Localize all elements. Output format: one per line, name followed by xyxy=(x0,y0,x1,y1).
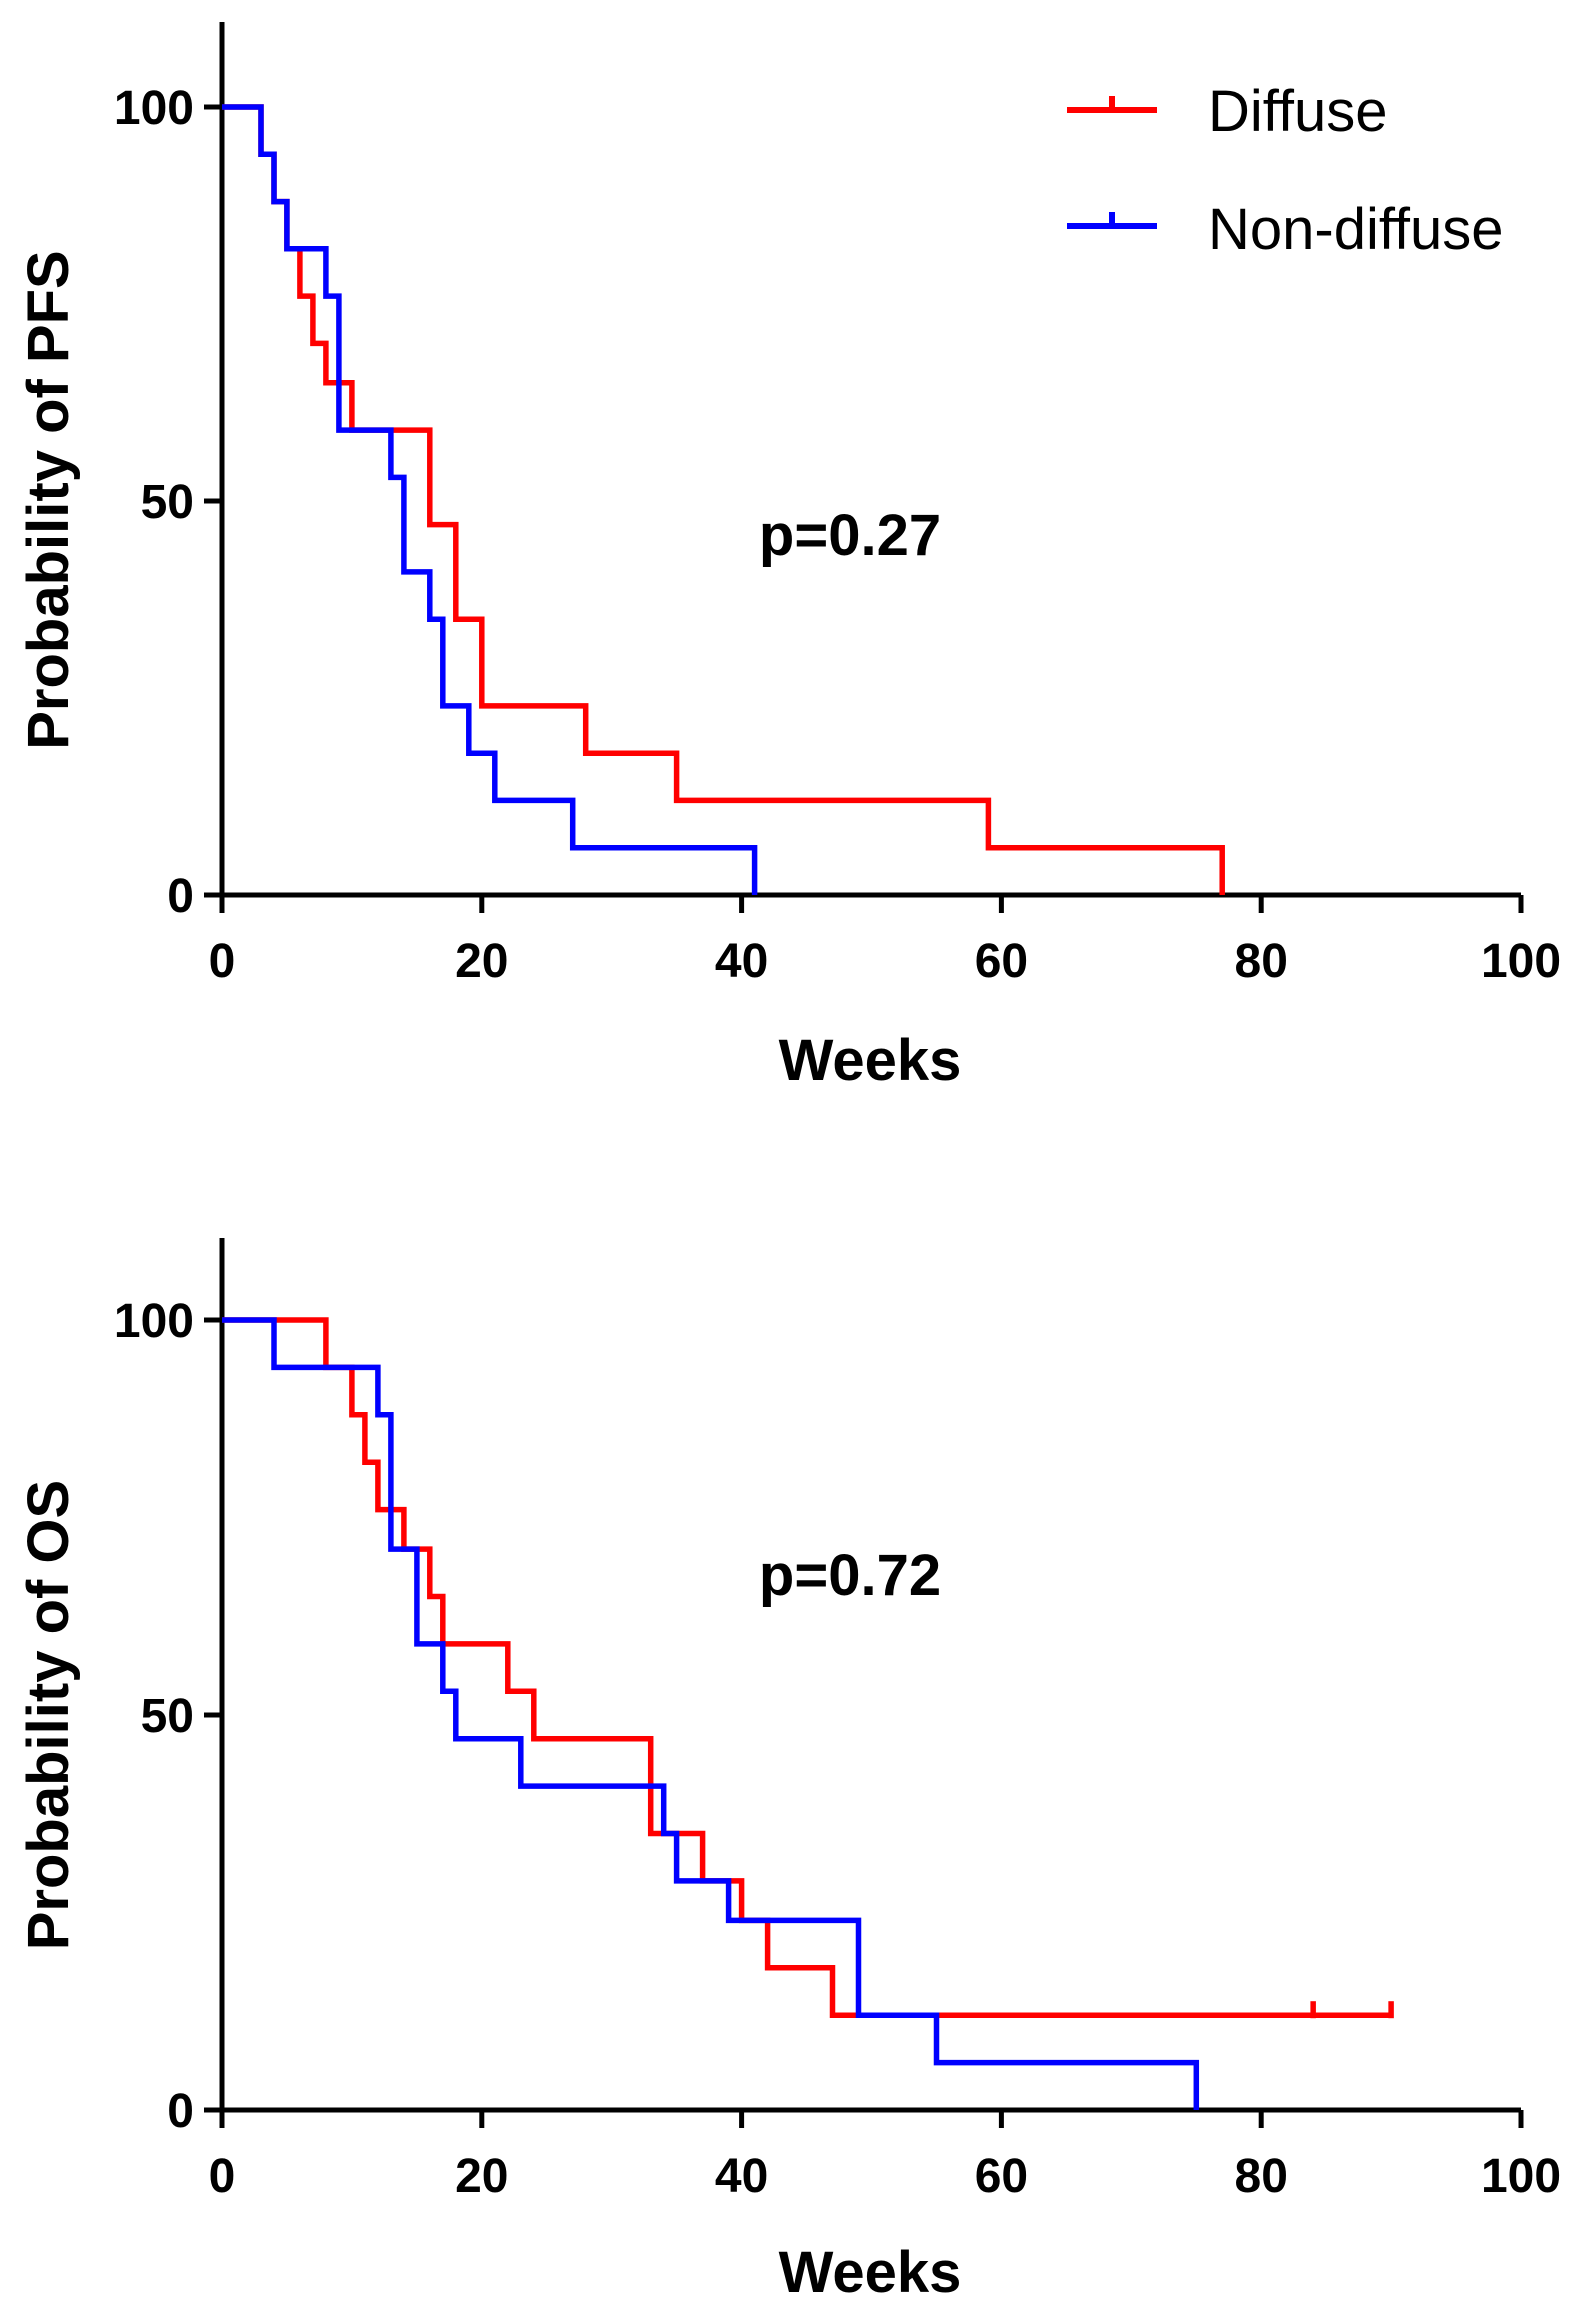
pfs-x-tick-label: 60 xyxy=(975,935,1028,988)
pfs-y-tick-label: 100 xyxy=(114,82,194,135)
os-curves xyxy=(222,1317,1394,2110)
legend: Diffuse Non-diffuse xyxy=(1067,79,1504,262)
os-x-tick-label: 0 xyxy=(209,2150,236,2203)
legend-diffuse-label: Diffuse xyxy=(1208,79,1387,144)
os-non-diffuse-curve xyxy=(222,1317,1200,2110)
os-x-tick-label: 20 xyxy=(455,2150,508,2203)
os-y-axis-title: Probability of OS xyxy=(16,1480,81,1951)
pfs-y-tick-label: 50 xyxy=(141,476,194,529)
pfs-x-tick-label: 20 xyxy=(455,935,508,988)
pfs-y-axis-title: Probability of PFS xyxy=(16,250,81,750)
pfs-x-tick-label: 40 xyxy=(715,935,768,988)
pfs-x-axis-title: Weeks xyxy=(779,1028,962,1093)
os-y-tick-label: 0 xyxy=(167,2085,194,2138)
os-chart: 0 20 40 60 80 100 0 50 100 Weeks Probability of … xyxy=(16,1238,1561,2305)
pfs-x-tick-label: 80 xyxy=(1235,935,1288,988)
pfs-curves xyxy=(222,104,1225,895)
pfs-ticks: 0 20 40 60 80 100 0 50 100 xyxy=(114,82,1561,988)
pfs-non-diffuse-curve xyxy=(222,104,758,895)
os-y-tick-label: 100 xyxy=(114,1295,194,1348)
os-y-tick-label: 50 xyxy=(141,1690,194,1743)
os-diffuse-curve xyxy=(222,1317,1392,2018)
pfs-x-tick-label: 0 xyxy=(209,935,236,988)
pfs-x-tick-label: 100 xyxy=(1481,935,1561,988)
os-x-tick-label: 80 xyxy=(1235,2150,1288,2203)
os-x-tick-label: 40 xyxy=(715,2150,768,2203)
pfs-chart: 0 20 40 60 80 100 0 50 100 Weeks Probability of … xyxy=(16,22,1561,1093)
legend-nondiffuse-label: Non-diffuse xyxy=(1208,197,1504,262)
os-x-axis-title: Weeks xyxy=(779,2240,962,2305)
os-x-tick-label: 100 xyxy=(1481,2150,1561,2203)
os-ticks: 0 20 40 60 80 100 0 50 100 xyxy=(114,1295,1561,2203)
os-p-value: p=0.72 xyxy=(759,1543,941,1608)
os-x-tick-label: 60 xyxy=(975,2150,1028,2203)
pfs-p-value: p=0.27 xyxy=(759,503,941,568)
pfs-y-tick-label: 0 xyxy=(167,870,194,923)
